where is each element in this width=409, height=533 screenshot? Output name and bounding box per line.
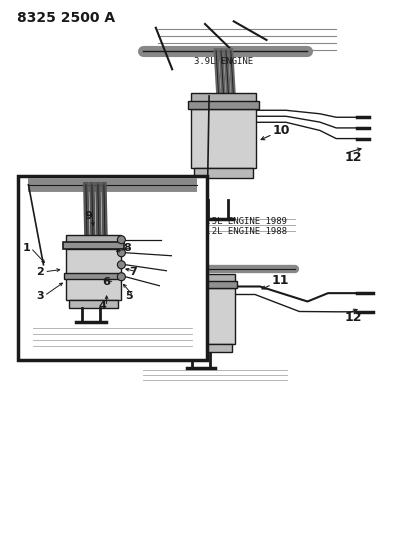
Bar xyxy=(191,109,255,168)
Bar xyxy=(175,288,234,344)
Text: 2: 2 xyxy=(36,267,44,277)
Text: 7: 7 xyxy=(129,267,137,277)
Bar xyxy=(66,235,121,245)
Text: 3.9L ENGINE: 3.9L ENGINE xyxy=(193,57,252,66)
Text: 10: 10 xyxy=(272,124,290,137)
Text: 6: 6 xyxy=(102,278,110,287)
Circle shape xyxy=(117,249,125,257)
Text: 5: 5 xyxy=(125,291,133,301)
Text: 2.2L ENGINE 1988: 2.2L ENGINE 1988 xyxy=(200,228,286,236)
Text: 3: 3 xyxy=(36,291,44,301)
Bar xyxy=(18,176,207,360)
Bar xyxy=(66,249,121,300)
Bar xyxy=(178,344,231,352)
Text: 8: 8 xyxy=(123,243,130,253)
Text: 8325 2500 A: 8325 2500 A xyxy=(17,11,115,25)
Bar xyxy=(64,273,123,279)
Text: 9: 9 xyxy=(84,211,92,221)
Bar xyxy=(175,274,234,285)
Text: 1: 1 xyxy=(23,243,30,253)
Bar xyxy=(173,281,236,288)
Text: 11: 11 xyxy=(271,274,289,287)
Bar xyxy=(69,300,118,308)
Circle shape xyxy=(117,236,125,244)
Text: 12: 12 xyxy=(344,311,361,324)
Text: 2.5L ENGINE 1989: 2.5L ENGINE 1989 xyxy=(200,217,286,225)
Circle shape xyxy=(117,261,125,269)
Bar xyxy=(193,168,252,178)
Text: 12: 12 xyxy=(344,151,361,164)
Text: 4: 4 xyxy=(98,302,106,311)
Bar xyxy=(63,242,124,249)
Bar xyxy=(191,93,255,106)
Circle shape xyxy=(117,273,125,281)
Bar xyxy=(187,101,258,109)
